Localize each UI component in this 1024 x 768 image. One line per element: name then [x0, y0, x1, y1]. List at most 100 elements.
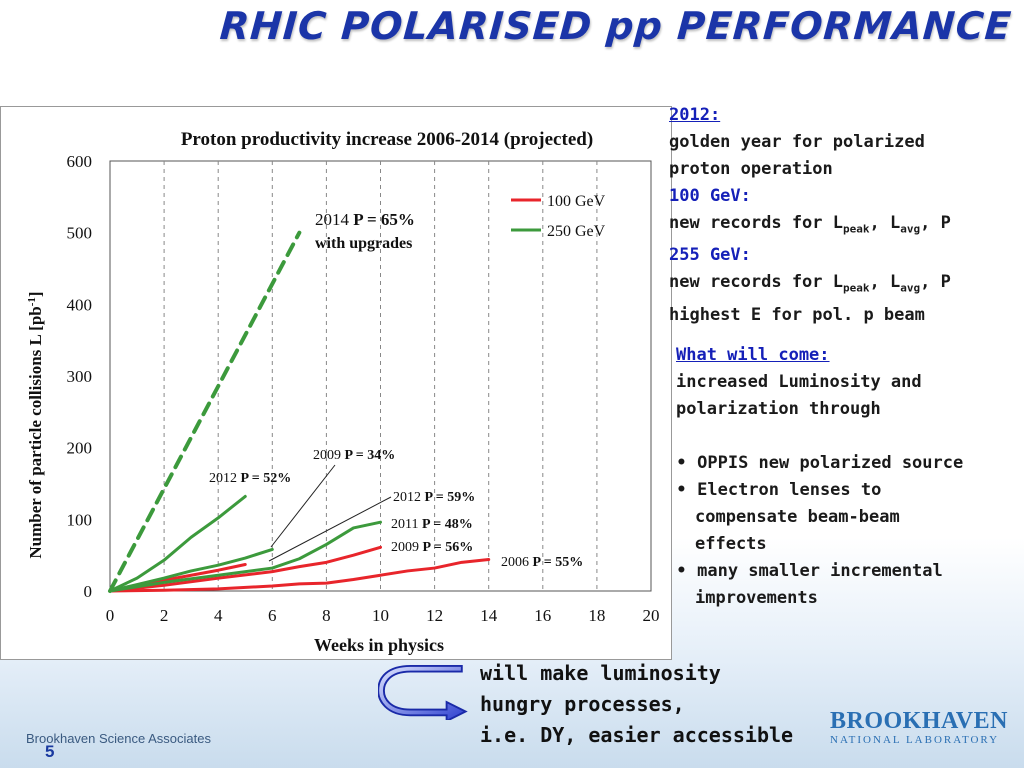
annotation-2011-250-pol: P = 48% — [422, 517, 473, 532]
bullet-continuation: effects — [695, 534, 767, 554]
bullet-mark: • — [676, 453, 687, 473]
bullet-text: many smaller incremental — [697, 561, 943, 581]
annotation-2009-100-pol: P = 56% — [423, 540, 474, 555]
x-tick-label: 0 — [106, 606, 115, 625]
annotation-2011-250: 2011 P = 48% — [391, 517, 473, 532]
bullet-mark: • — [676, 480, 687, 500]
annotation-2012-250: 2012 P = 52% — [209, 471, 291, 486]
x-tick-labels: 0 2 4 6 8 10 12 14 16 18 20 — [106, 606, 660, 625]
conclusion-line-3: i.e. DY, easier accessible — [480, 723, 794, 747]
notes-2012-block: 2012: golden year for polarized proton o… — [669, 102, 1019, 329]
x-axis-label: Weeks in physics — [314, 635, 444, 655]
annotation-2012-250-year: 2012 — [209, 471, 241, 486]
notes-255gev-line2: highest E for pol. p beam — [669, 304, 925, 325]
notes-future-text-1: increased Luminosity and — [676, 372, 922, 392]
y-tick-label: 600 — [67, 152, 93, 171]
y-axis-label: Number of particle collisions L [pb-1] — [26, 291, 45, 558]
annotation-2012-100-pol: P = 59% — [425, 490, 476, 505]
annotation-2012-100-year: 2012 — [393, 490, 425, 505]
logo-subtitle: NATIONAL LABORATORY — [830, 734, 1000, 746]
notes-future-block: What will come: increased Luminosity and… — [676, 342, 1021, 612]
series-group — [108, 230, 491, 593]
y-tick-label: 100 — [67, 510, 93, 529]
notes-year-heading: 2012: — [669, 105, 721, 125]
annotation-2009-100-year: 2009 — [391, 540, 423, 555]
series-line-250gev-2009 — [108, 547, 274, 593]
annotation-2009-250-year: 2009 — [313, 448, 345, 463]
x-tick-label: 12 — [426, 606, 443, 625]
annotation-2006-100-year: 2006 — [501, 555, 533, 570]
y-tick-label: 0 — [84, 582, 93, 601]
footer-organization: Brookhaven Science Associates — [26, 731, 211, 746]
slide-title: RHIC POLARISED pp PERFORMANCE — [218, 4, 1014, 48]
y-axis-label-main: Number of particle collisions L [pb — [26, 306, 45, 558]
y-tick-label: 500 — [67, 224, 93, 243]
legend-label-250gev: 250 GeV — [547, 223, 606, 240]
annotation-2014-note: with upgrades — [315, 235, 412, 252]
rec100-sub1: peak — [843, 222, 870, 236]
bullet-item: • OPPIS new polarized source — [676, 450, 1021, 477]
rec100-sub2: avg — [900, 222, 921, 236]
notes-year-text-1: golden year for polarized — [669, 132, 925, 152]
notes-100gev-heading: 100 GeV: — [669, 186, 751, 206]
leader-line-2012 — [268, 496, 392, 562]
notes-year-text-2: proton operation — [669, 159, 833, 179]
notes-255gev-heading: 255 GeV: — [669, 245, 751, 266]
annotation-2009-250: 2009 P = 34% — [313, 448, 395, 463]
rec255-sub1: peak — [843, 281, 870, 295]
annotation-2012-100: 2012 P = 59% — [393, 490, 475, 505]
brookhaven-logo: BROOKHAVEN NATIONAL LABORATORY — [830, 708, 1008, 746]
notes-100gev-records: new records for Lpeak, Lavg, P — [669, 210, 1019, 242]
rec100-prefix: new records for L — [669, 213, 843, 233]
x-tick-label: 4 — [214, 606, 223, 625]
bullet-item: • Electron lenses to — [676, 477, 1021, 504]
conclusion-text: will make luminosity hungry processes, i… — [480, 658, 820, 751]
page-number: 5 — [45, 742, 55, 761]
rec100-suffix: , P — [920, 213, 951, 233]
leader-line-2009 — [270, 464, 336, 548]
rec255-suffix: , P — [920, 272, 951, 293]
rec100-mid: , L — [869, 213, 901, 233]
chart-svg: Proton productivity increase 2006-2014 (… — [26, 129, 660, 655]
series-line-250gev-2011 — [108, 520, 382, 593]
annotation-2009-100: 2009 P = 56% — [391, 540, 473, 555]
annotation-2009-250-pol: P = 34% — [345, 448, 396, 463]
x-tick-label: 16 — [534, 606, 551, 625]
legend-label-100gev: 100 GeV — [547, 193, 606, 210]
annotation-2006-100-pol: P = 55% — [533, 555, 584, 570]
conclusion-line-2: hungry processes, — [480, 692, 685, 716]
notes-future-text-2: polarization through — [676, 399, 881, 419]
annotation-2014: 2014 P = 65% — [315, 210, 415, 229]
x-tick-label: 8 — [322, 606, 331, 625]
logo-name: BROOKHAVEN — [830, 708, 1008, 734]
conclusion-line-1: will make luminosity — [480, 661, 721, 685]
series-line-250gev-2012 — [108, 494, 247, 593]
bullet-item: • many smaller incremental — [676, 558, 1021, 585]
chart-title: Proton productivity increase 2006-2014 (… — [181, 129, 593, 150]
bullet-continuation: compensate beam-beam — [695, 507, 900, 527]
y-tick-label: 300 — [67, 367, 93, 386]
annotation-2014-year: 2014 — [315, 210, 353, 229]
notes-255gev-records: new records for Lpeak, Lavg, P — [669, 269, 1019, 301]
x-tick-label: 18 — [588, 606, 605, 625]
annotation-2006-100: 2006 P = 55% — [501, 555, 583, 570]
plot-area — [109, 160, 652, 592]
y-axis-label-sup: -1 — [26, 297, 38, 306]
x-tick-label: 10 — [372, 606, 389, 625]
y-axis-label-end: ] — [26, 291, 45, 297]
series-line-100gev-2006 — [108, 557, 491, 593]
annotation-2011-250-year: 2011 — [391, 517, 422, 532]
notes-future-heading: What will come: — [676, 345, 830, 365]
series-line-250gev-2014 — [108, 230, 302, 593]
y-tick-label: 200 — [67, 439, 93, 458]
series-line-100gev-2009 — [108, 545, 382, 593]
rec255-sub2: avg — [900, 281, 921, 295]
x-tick-label: 14 — [480, 606, 498, 625]
x-tick-label: 2 — [160, 606, 169, 625]
rec255-prefix: new records for L — [669, 272, 843, 293]
x-tick-label: 6 — [268, 606, 277, 625]
legend: 100 GeV 250 GeV — [511, 193, 606, 240]
x-tick-label: 20 — [643, 606, 660, 625]
bullet-continuation: improvements — [695, 588, 818, 608]
annotations: 2014 P = 65% with upgrades 2009 P = 34% … — [209, 210, 583, 570]
